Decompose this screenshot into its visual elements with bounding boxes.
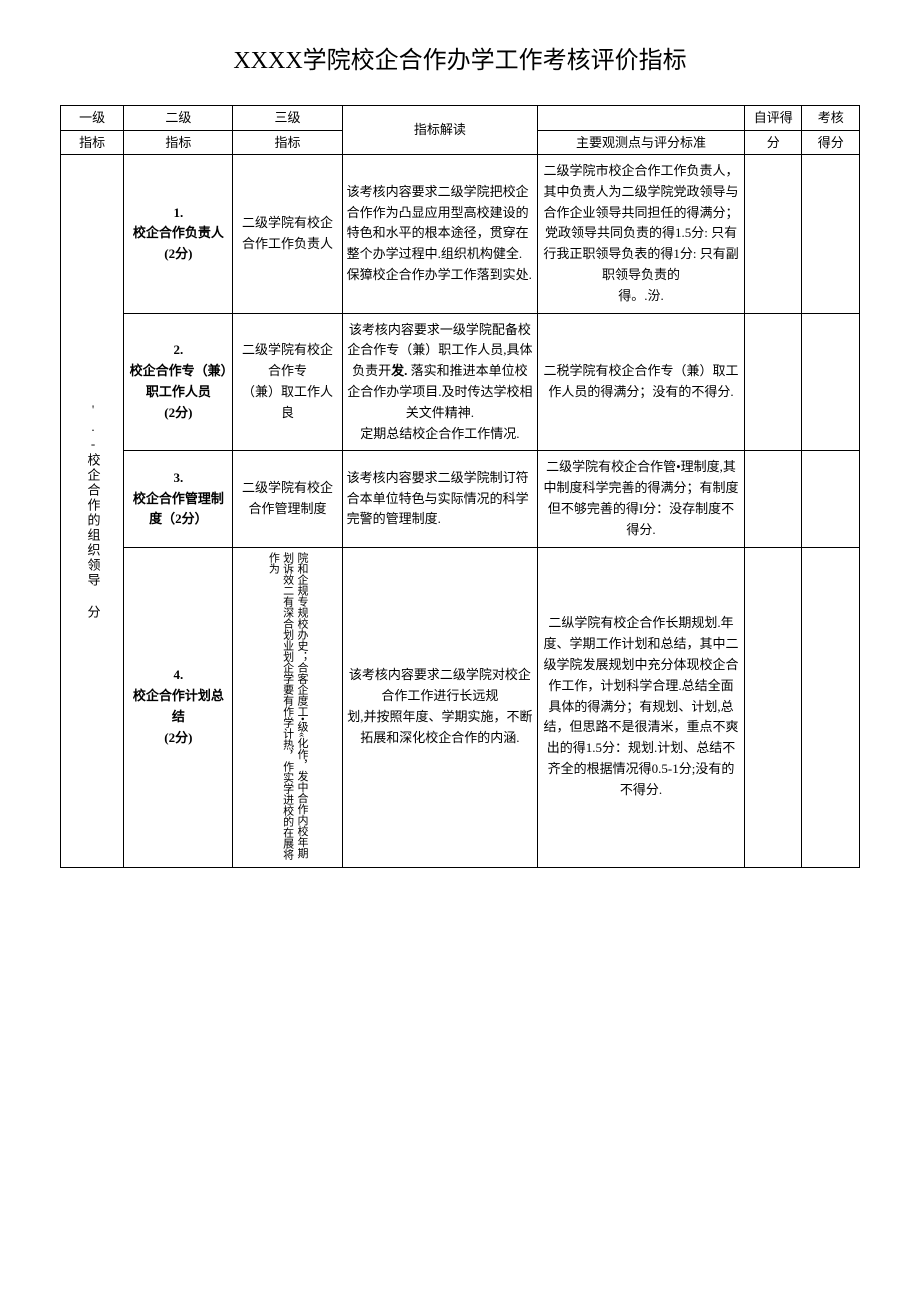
interp-cell: 该考核内容要求二级学院把校企合作作为凸显应用型高校建设的特色和水平的根本途径，贯…	[342, 155, 537, 314]
self-score-cell[interactable]	[744, 313, 801, 451]
page-title: XXXX学院校企合作办学工作考核评价指标	[60, 40, 860, 75]
self-score-cell[interactable]	[744, 451, 801, 547]
evaluation-table: 一级 二级 三级 指标解读 自评得 考核 指标 指标 指标 主要观测点与评分标准…	[60, 105, 860, 868]
self-score-cell[interactable]	[744, 547, 801, 867]
l3-cell: 二级学院有校企合作管理制度	[233, 451, 342, 547]
interp-cell: 该考核内容嬰求二级学院制订符合本单位特色与实际情况的科学完警的管理制度.	[342, 451, 537, 547]
header-self-top: 自评得	[744, 106, 801, 131]
standard-cell: 二纵学院有校企合作长期规划.年度、学期工作计划和总结，其中二级学院发展规划中充分…	[538, 547, 745, 867]
header-eval-top: 考核	[802, 106, 860, 131]
header-l2-top: 二级	[124, 106, 233, 131]
table-row: 3. 校企合作管理制度（2分） 二级学院有校企合作管理制度 该考核内容嬰求二级学…	[61, 451, 860, 547]
table-header-row-1: 一级 二级 三级 指标解读 自评得 考核	[61, 106, 860, 131]
header-l2-bot: 指标	[124, 130, 233, 155]
header-l1-top: 一级	[61, 106, 124, 131]
category-label: '.-校企合作的组织领导 分	[82, 402, 103, 620]
self-score-cell[interactable]	[744, 155, 801, 314]
l3-cell: 二级学院有校企合作工作负责人	[233, 155, 342, 314]
interp-cell: 该考核内容要求一级学院配备校企合作专（兼）职工作人员,具体负责开发. 落实和推进…	[342, 313, 537, 451]
standard-cell: 二税学院有校企合作专（兼）取工作人员的得满分；没有的不得分.	[538, 313, 745, 451]
l2-cell: 3. 校企合作管理制度（2分）	[124, 451, 233, 547]
table-row: '.-校企合作的组织领导 分 1. 校企合作负责人 (2分) 二级学院有校企合作…	[61, 155, 860, 314]
l2-cell: 2. 校企合作专（兼）职工作人员 (2分)	[124, 313, 233, 451]
l2-cell: 4. 校企合作计划总结 (2分)	[124, 547, 233, 867]
eval-score-cell[interactable]	[802, 155, 860, 314]
l3-cell: 院和企规专规校办史；合客企度工•级«化作，发中合作内校年期划诉效二有深合划业划企…	[233, 547, 342, 867]
header-eval-bot: 得分	[802, 130, 860, 155]
header-std: 主要观测点与评分标准	[538, 130, 745, 155]
standard-cell: 二级学院市校企合作工作负责人，其中负责人为二级学院党政领导与合作企业领导共同担任…	[538, 155, 745, 314]
l3-cell: 二级学院有校企合作专 （兼）取工作人良	[233, 313, 342, 451]
header-interp: 指标解读	[342, 106, 537, 155]
eval-score-cell[interactable]	[802, 313, 860, 451]
standard-cell: 二级学院有校企合作管•理制度,其中制度科学完善的得满分；有制度但不够完善的得I分…	[538, 451, 745, 547]
header-l1-bot: 指标	[61, 130, 124, 155]
interp-cell: 该考核内容要求二级学院对校企合作工作进行长远规 划,并按照年度、学期实施，不断拓…	[342, 547, 537, 867]
category-cell: '.-校企合作的组织领导 分	[61, 155, 124, 868]
eval-score-cell[interactable]	[802, 547, 860, 867]
table-row: 4. 校企合作计划总结 (2分) 院和企规专规校办史；合客企度工•级«化作，发中…	[61, 547, 860, 867]
header-self-bot: 分	[744, 130, 801, 155]
l2-cell: 1. 校企合作负责人 (2分)	[124, 155, 233, 314]
header-l3-top: 三级	[233, 106, 342, 131]
header-l3-bot: 指标	[233, 130, 342, 155]
header-std-empty	[538, 106, 745, 131]
eval-score-cell[interactable]	[802, 451, 860, 547]
table-row: 2. 校企合作专（兼）职工作人员 (2分) 二级学院有校企合作专 （兼）取工作人…	[61, 313, 860, 451]
